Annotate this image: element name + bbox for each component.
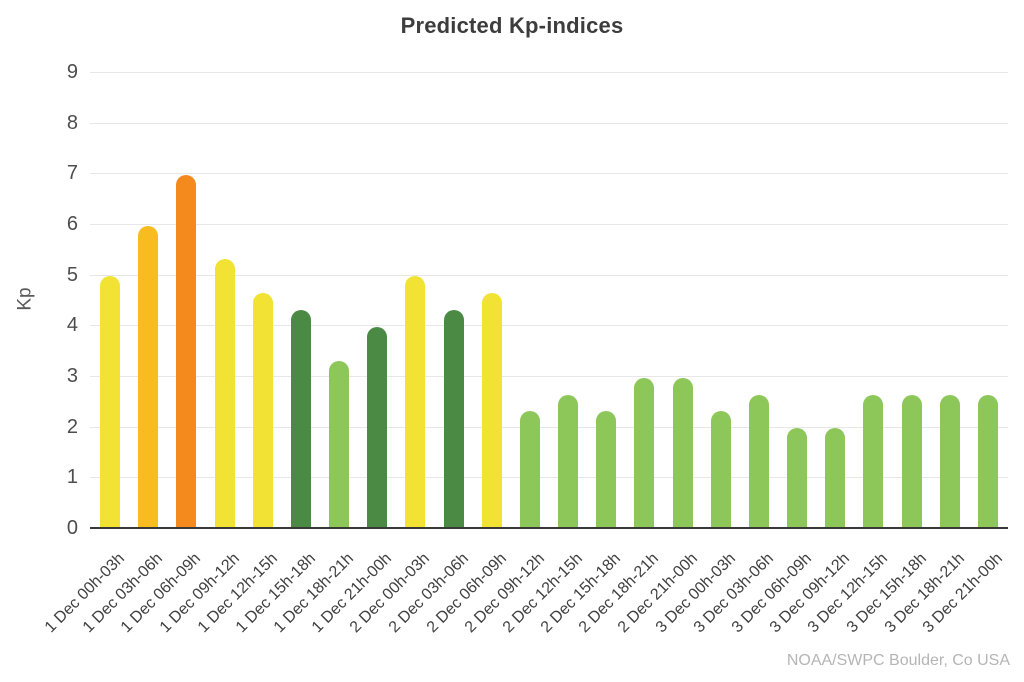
kp-bar	[558, 395, 578, 528]
kp-bar	[291, 310, 311, 528]
gridline-kp-3	[90, 376, 1008, 377]
kp-bar	[138, 226, 158, 528]
kp-bar	[787, 428, 807, 528]
kp-bar	[520, 411, 540, 528]
kp-bar	[749, 395, 769, 528]
y-tick-label-4: 4	[66, 314, 78, 336]
kp-bar	[215, 259, 235, 528]
kp-bar	[634, 378, 654, 528]
gridline-kp-7	[90, 173, 1008, 174]
x-axis-line	[90, 527, 1008, 529]
gridline-kp-2	[90, 427, 1008, 428]
kp-bar	[863, 395, 883, 528]
gridline-kp-6	[90, 224, 1008, 225]
kp-bar	[902, 395, 922, 528]
gridline-kp-1	[90, 477, 1008, 478]
y-tick-label-0: 0	[66, 517, 78, 539]
y-tick-label-3: 3	[66, 365, 78, 387]
y-tick-label-5: 5	[66, 264, 78, 286]
gridline-kp-5	[90, 275, 1008, 276]
gridline-kp-4	[90, 325, 1008, 326]
kp-bar	[711, 411, 731, 528]
y-axis-title: Kp	[14, 287, 36, 311]
kp-bar	[673, 378, 693, 528]
kp-bar	[100, 276, 120, 528]
kp-bar	[253, 293, 273, 528]
kp-bar	[940, 395, 960, 528]
y-tick-label-2: 2	[66, 416, 78, 438]
y-tick-label-8: 8	[66, 112, 78, 134]
chart-title: Predicted Kp-indices	[400, 13, 624, 38]
kp-bar	[978, 395, 998, 528]
y-tick-label-7: 7	[66, 162, 78, 184]
y-tick-label-1: 1	[66, 466, 78, 488]
kp-bar	[444, 310, 464, 528]
gridline-kp-9	[90, 72, 1008, 73]
y-tick-label-6: 6	[66, 213, 78, 235]
kp-bar	[405, 276, 425, 528]
y-tick-label-9: 9	[66, 61, 78, 83]
kp-bar	[176, 175, 196, 528]
kp-bar	[329, 361, 349, 528]
kp-bar	[596, 411, 616, 528]
source-watermark: NOAA/SWPC Boulder, Co USA	[786, 652, 1010, 669]
gridline-kp-8	[90, 123, 1008, 124]
kp-bar	[482, 293, 502, 528]
kp-bar	[825, 428, 845, 528]
kp-bar	[367, 327, 387, 528]
